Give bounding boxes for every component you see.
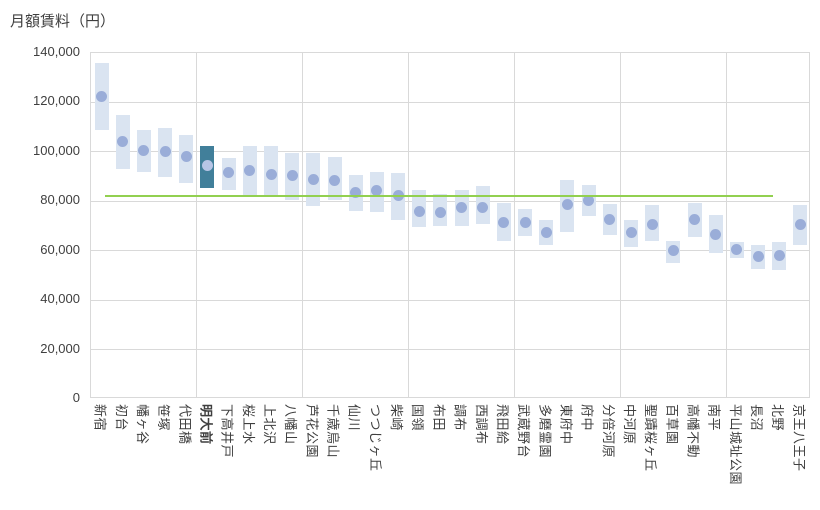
- median-dot: [477, 201, 489, 213]
- y-axis: 0 20,000 40,000 60,000 80,000 100,000 120,000 1…: [0, 44, 80, 405]
- x-axis-label: 芦花公園: [304, 404, 320, 459]
- median-dot: [752, 251, 764, 263]
- x-axis-label: 武蔵野台: [516, 404, 532, 459]
- median-dot: [434, 206, 446, 218]
- x-axis-label: 国領: [410, 404, 426, 432]
- median-dot: [96, 90, 108, 102]
- median-dot: [138, 145, 150, 157]
- gridline-v: [514, 53, 516, 397]
- x-axis-label: 下高井戸: [219, 404, 235, 459]
- median-dot: [307, 173, 319, 185]
- median-dot: [794, 219, 806, 231]
- median-dot: [773, 250, 785, 262]
- median-dot: [604, 214, 616, 226]
- x-axis-label: 百草園: [664, 404, 680, 445]
- median-dot: [710, 229, 722, 241]
- x-axis-label: 明大前: [198, 404, 214, 445]
- median-dot: [646, 219, 658, 231]
- median-dot: [456, 201, 468, 213]
- median-dot: [117, 136, 129, 148]
- x-axis-label: 柴崎: [389, 404, 405, 432]
- x-axis-label: 西調布: [473, 404, 489, 445]
- x-axis-label: 分倍河原: [600, 404, 616, 459]
- average-line: [105, 195, 773, 198]
- x-axis-label: 飛田給: [494, 404, 510, 445]
- x-axis-label: 幡ヶ谷: [134, 404, 150, 445]
- median-dot: [413, 205, 425, 217]
- plot-area: [90, 52, 810, 398]
- median-dot: [667, 245, 679, 257]
- y-axis-tick-label: 0: [72, 390, 80, 405]
- x-axis-label: 八幡山: [283, 404, 299, 445]
- y-axis-tick-label: 20,000: [40, 340, 80, 356]
- gridline-h: [91, 151, 809, 153]
- gridline-v: [196, 53, 198, 397]
- gridline-h: [91, 101, 809, 103]
- x-axis-label: 長沼: [749, 404, 765, 432]
- x-axis-label: 聖蹟桜ヶ丘: [643, 404, 659, 472]
- median-dot: [731, 243, 743, 255]
- y-axis-tick-label: 120,000: [33, 93, 80, 109]
- gridline-v: [302, 53, 304, 397]
- x-axis-label: 多磨霊園: [537, 404, 553, 459]
- y-axis-tick-label: 60,000: [40, 241, 80, 257]
- median-dot: [392, 189, 404, 201]
- median-dot: [371, 184, 383, 196]
- x-axis-label: 初台: [113, 404, 129, 432]
- y-axis-tick-label: 40,000: [40, 291, 80, 307]
- x-axis-label: 仙川: [346, 404, 362, 432]
- median-dot: [159, 146, 171, 158]
- x-axis-label: 千歳烏山: [325, 404, 341, 459]
- median-dot: [329, 174, 341, 186]
- x-axis-label: 新宿: [92, 404, 108, 432]
- gridline-h: [91, 299, 809, 301]
- median-dot: [689, 214, 701, 226]
- x-axis-label: 府中: [579, 404, 595, 432]
- x-axis-label: 笹塚: [156, 404, 172, 432]
- median-dot: [180, 151, 192, 163]
- gridline-v: [619, 53, 621, 397]
- y-axis-tick-label: 100,000: [33, 142, 80, 158]
- gridline-v: [725, 53, 727, 397]
- median-dot: [223, 167, 235, 179]
- x-axis-label: 平山城址公園: [727, 404, 743, 486]
- x-axis-label: 南平: [706, 404, 722, 432]
- median-dot: [583, 194, 595, 206]
- median-dot: [201, 159, 213, 171]
- gridline-h: [91, 349, 809, 351]
- y-axis-tick-label: 80,000: [40, 192, 80, 208]
- gridline-h: [91, 200, 809, 202]
- median-dot: [498, 216, 510, 228]
- x-axis: 新宿 初台 幡ヶ谷 笹塚 代田橋 明大前 下高井戸 桜上水 上北沢 八幡山 芦花公園 千歳烏山 仙川 つつ…: [90, 404, 810, 504]
- x-axis-label: 高幡不動: [685, 404, 701, 459]
- x-axis-label: 代田橋: [177, 404, 193, 445]
- x-axis-label: つつじヶ丘: [367, 404, 383, 472]
- median-dot: [519, 216, 531, 228]
- median-dot: [561, 199, 573, 211]
- x-axis-label: 東府中: [558, 404, 574, 445]
- x-axis-label: 桜上水: [240, 404, 256, 445]
- y-axis-tick-label: 140,000: [33, 44, 80, 59]
- gridline-v: [408, 53, 410, 397]
- x-axis-label: 調布: [452, 404, 468, 432]
- median-dot: [286, 169, 298, 181]
- x-axis-label: 京王八王子: [791, 404, 807, 472]
- chart-title: 月額賃料（円）: [10, 13, 116, 30]
- median-dot: [540, 226, 552, 238]
- median-dot: [265, 168, 277, 180]
- x-axis-label: 上北沢: [262, 404, 277, 445]
- median-dot: [625, 226, 637, 238]
- x-axis-label: 布田: [431, 404, 447, 432]
- x-axis-label: 北野: [770, 404, 786, 432]
- median-dot: [350, 187, 362, 199]
- median-dot: [244, 164, 256, 176]
- gridline-h: [91, 250, 809, 252]
- x-axis-label: 中河原: [622, 404, 637, 445]
